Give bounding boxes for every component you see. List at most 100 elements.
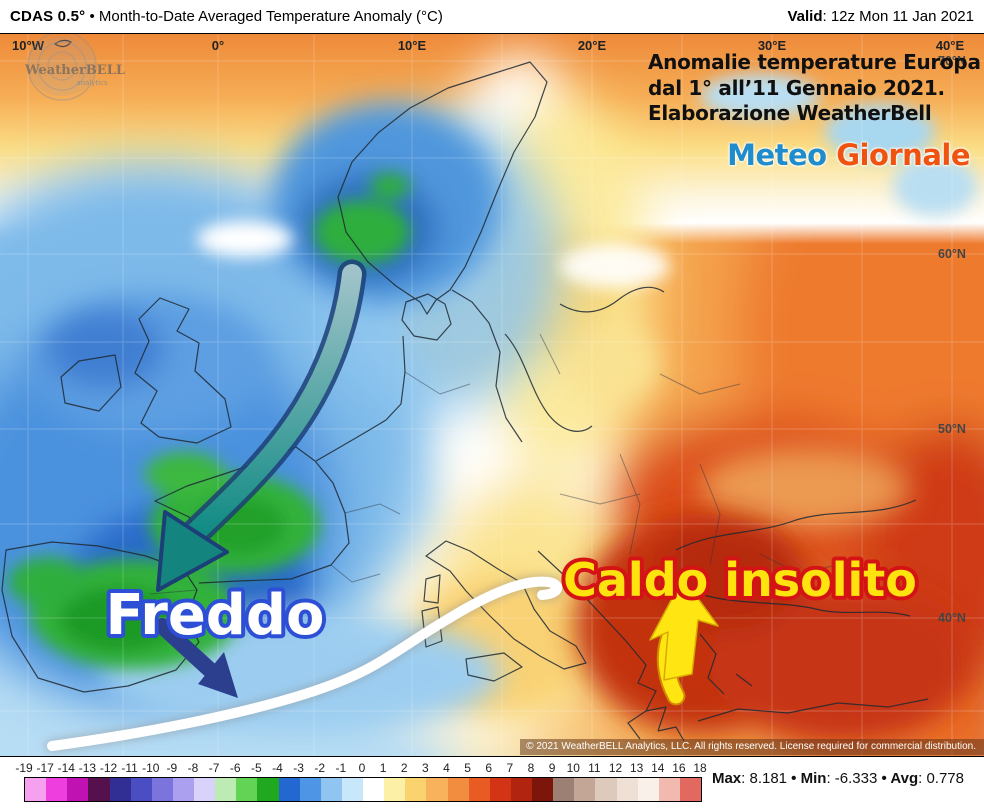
colorbar-tick: -2 <box>314 761 326 775</box>
map-container: 10°W 0° 10°E 20°E 30°E 40°E 70°N 60°N 50… <box>0 33 984 757</box>
colorbar-tick: 3 <box>422 761 429 775</box>
logo-meteo: Meteo <box>727 138 827 172</box>
copyright-notice: © 2021 WeatherBELL Analytics, LLC. All r… <box>520 739 984 755</box>
colorbar-segment <box>278 778 300 801</box>
colorbar-segment <box>363 778 385 801</box>
valid-time: Valid: 12z Mon 11 Jan 2021 <box>787 8 974 25</box>
front-boundary-line <box>45 574 564 753</box>
colorbar-tick: 13 <box>629 761 644 775</box>
colorbar-tick: 4 <box>443 761 450 775</box>
colorbar-segment <box>574 778 596 801</box>
warm-air-arrow <box>649 577 719 706</box>
logo-giornale: Giornale <box>836 138 970 172</box>
stats-line: Max: 8.181 • Min: -6.333 • Avg: 0.778 <box>711 770 964 787</box>
colorbar-segment <box>447 778 469 801</box>
colorbar-tick: 18 <box>693 761 707 775</box>
lat-label-40n: 40°N <box>938 611 966 625</box>
colorbar-tick: -12 <box>99 761 118 775</box>
navy-arrow <box>154 618 238 698</box>
avg-value: : 0.778 <box>918 770 964 787</box>
colorbar-tick: 2 <box>400 761 408 775</box>
colorbar-tick: 6 <box>485 761 493 775</box>
colorbar-segment <box>426 778 448 801</box>
map-title: CDAS 0.5° • Month-to-Date Averaged Tempe… <box>10 8 443 25</box>
annotation-line-3: Elaborazione WeatherBell <box>648 101 932 126</box>
min-label: Min <box>800 770 827 787</box>
colorbar-tick: -13 <box>78 761 97 775</box>
colorbar-tick: -6 <box>229 761 241 775</box>
colorbar <box>24 777 702 802</box>
colorbar-tick: -17 <box>36 761 54 775</box>
colorbar-tick: -11 <box>121 761 138 775</box>
colorbar-tick: 5 <box>464 761 471 775</box>
watermark-sub: analytics <box>76 79 108 87</box>
colorbar-tick: -5 <box>251 761 262 775</box>
colorbar-segment <box>384 778 406 801</box>
colorbar-tick: 10 <box>566 761 580 775</box>
colorbar-tick: 1 <box>379 761 387 775</box>
colorbar-segment <box>25 778 47 801</box>
colorbar-tick: 11 <box>588 761 601 775</box>
colorbar-tick: -9 <box>166 761 178 775</box>
europe-anomaly-map: 10°W 0° 10°E 20°E 30°E 40°E 70°N 60°N 50… <box>0 34 984 756</box>
colorbar-segment <box>489 778 511 801</box>
lon-label-10w: 10°W <box>12 38 45 53</box>
colorbar-segment <box>46 778 68 801</box>
lon-label-10e: 10°E <box>398 38 427 53</box>
meteogiornale-logo: Meteo Giornale <box>727 138 970 172</box>
max-value: : 8.181 <box>741 770 788 787</box>
cold-label: Freddo <box>106 583 325 648</box>
lon-label-30e: 30°E <box>758 38 787 53</box>
header-bar: CDAS 0.5° • Month-to-Date Averaged Tempe… <box>0 0 984 33</box>
colorbar-segment <box>658 778 680 801</box>
colorbar-tick: 9 <box>548 761 556 775</box>
colorbar-segment <box>595 778 617 801</box>
coastlines <box>1 39 929 742</box>
colorbar-segment <box>67 778 89 801</box>
colorbar-segment <box>109 778 131 801</box>
max-label: Max <box>711 770 742 787</box>
lon-label-0: 0° <box>212 38 224 53</box>
colorbar-segment <box>151 778 173 801</box>
lon-label-40e: 40°E <box>936 38 965 53</box>
annotation-line-2: dal 1° all’11 Gennaio 2021. <box>648 75 945 100</box>
cold-air-arrow <box>156 259 367 592</box>
colorbar-segment <box>405 778 427 801</box>
lat-label-60n: 60°N <box>938 247 966 261</box>
colorbar-segment <box>130 778 152 801</box>
avg-label: Avg <box>890 770 919 787</box>
lat-labels: 70°N 60°N 50°N 40°N <box>938 54 966 625</box>
colorbar-segment <box>637 778 659 801</box>
colorbar-segment <box>320 778 342 801</box>
colorbar-segment <box>194 778 216 801</box>
colorbar-segment <box>510 778 532 801</box>
colorbar-segment <box>257 778 279 801</box>
colorbar-tick: -8 <box>187 761 199 775</box>
lon-labels: 10°W 0° 10°E 20°E 30°E 40°E <box>12 38 964 53</box>
colorbar-tick: -14 <box>57 761 75 775</box>
colorbar-tick: -3 <box>293 761 304 775</box>
colorbar-segment <box>172 778 194 801</box>
colorbar-segment <box>88 778 110 801</box>
colorbar-segment <box>553 778 575 801</box>
country-borders <box>149 333 841 595</box>
annotation-line-1: Anomalie temperature Europa <box>648 50 981 74</box>
colorbar-segment <box>616 778 638 801</box>
colorbar-tick: 14 <box>651 761 665 775</box>
colorbar-ticks: -19 -17 -14 -13 -12 -11 -10 -9 -8 -7 -6 -5 -4 -3 -2 -1 0… <box>15 761 706 776</box>
colorbar-tick: -7 <box>208 761 220 775</box>
colorbar-tick: 0 <box>358 761 366 775</box>
colorbar-segment <box>532 778 554 801</box>
colorbar-tick: 8 <box>527 761 535 775</box>
annotation-text: Anomalie temperature Europa dal 1° all’1… <box>648 50 981 127</box>
colorbar-segment <box>236 778 258 801</box>
colorbar-tick: 16 <box>672 761 686 775</box>
lat-label-70n: 70°N <box>938 54 966 68</box>
lat-label-50n: 50°N <box>938 422 966 436</box>
colorbar-tick: -1 <box>335 761 347 775</box>
colorbar-segment <box>215 778 237 801</box>
watermark-name: WeatherBELL <box>24 63 125 78</box>
warm-label: Caldo insolito <box>563 553 917 607</box>
colorbar-tick: -10 <box>142 761 160 775</box>
